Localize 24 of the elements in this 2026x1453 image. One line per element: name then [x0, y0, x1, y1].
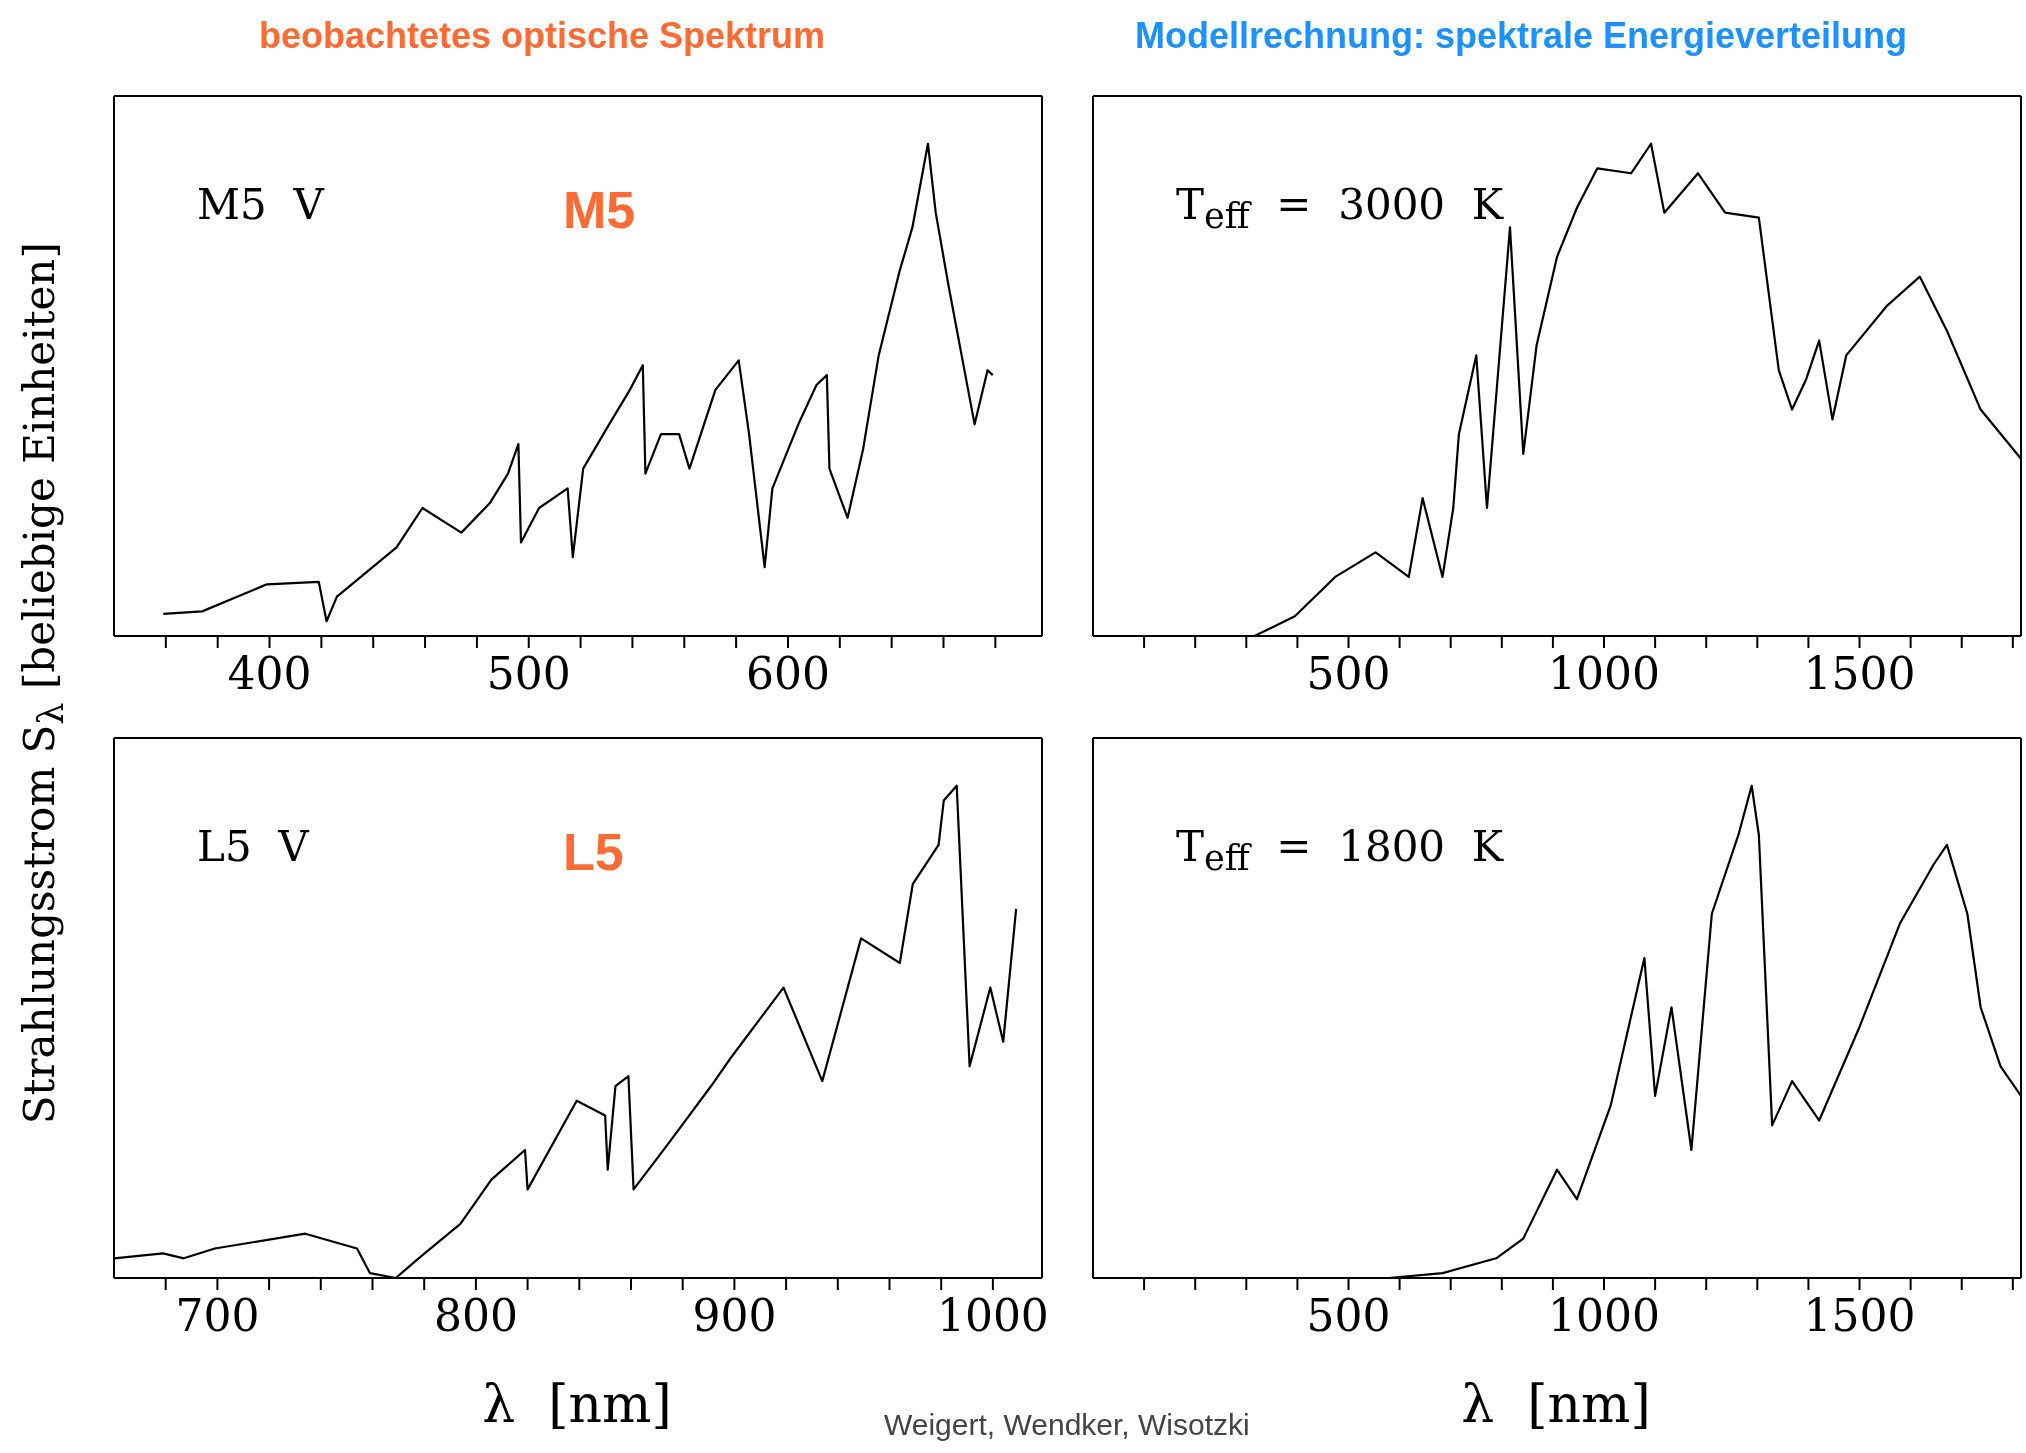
x-tick-label: 800 [433, 1290, 518, 1342]
x-tick-label: 500 [1306, 1290, 1391, 1342]
chart-title: Modellrechnung: spektrale Energieverteilung [1133, 15, 1909, 57]
x-tick-label: 400 [227, 648, 312, 700]
x-axis-title: λ [nm] [482, 1374, 672, 1434]
chart-title: beobachtetes optische Spektrum [257, 15, 827, 57]
annotation: M5 V [197, 180, 324, 229]
x-tick-label: 500 [1306, 648, 1391, 700]
text: Weigert, Wendker, Wisotzki [884, 1408, 1250, 1442]
x-tick-label: 500 [486, 648, 571, 700]
annotation: M5 [563, 180, 636, 240]
x-tick-label: 1500 [1803, 648, 1916, 700]
x-tick-label: 1000 [1548, 1290, 1661, 1342]
annotation: L5 V [197, 822, 309, 871]
x-tick-label: 900 [692, 1290, 777, 1342]
annotation: T$_{eff}$ = 1800 K [1176, 822, 1504, 879]
x-tick-label: 1000 [936, 1290, 1049, 1342]
x-axis-title: λ [nm] [1461, 1374, 1651, 1434]
annotation: L5 [563, 822, 624, 882]
x-tick-label: 1500 [1803, 1290, 1916, 1342]
x-tick-label: 700 [175, 1290, 260, 1342]
annotation: T$_{eff}$ = 3000 K [1176, 180, 1504, 237]
x-tick-label: 600 [745, 648, 830, 700]
x-tick-label: 1000 [1548, 648, 1661, 700]
